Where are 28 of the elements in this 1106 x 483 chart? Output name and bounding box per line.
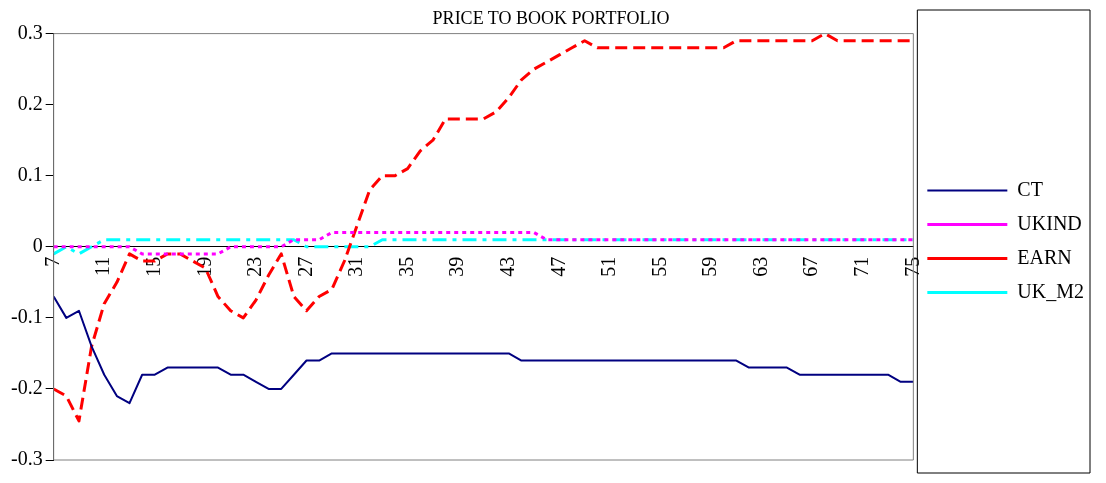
y-tick-label: 0.1 (17, 162, 43, 185)
x-tick-label: 7 (40, 256, 63, 267)
y-tick-label: -0.3 (10, 447, 43, 470)
y-tick-label: -0.2 (10, 376, 43, 399)
x-tick-label: 75 (900, 256, 923, 277)
x-tick-label: 39 (445, 256, 468, 277)
legend-label: UK_M2 (1017, 279, 1084, 302)
x-tick-label: 63 (748, 256, 771, 277)
x-tick-label: 71 (850, 256, 873, 277)
x-tick-label: 59 (698, 256, 721, 277)
x-tick-label: 55 (647, 256, 670, 277)
x-tick-label: 47 (546, 256, 569, 277)
legend-label: CT (1017, 177, 1043, 200)
chart-title: PRICE TO BOOK PORTFOLIO (432, 7, 670, 28)
x-tick-label: 43 (496, 256, 519, 277)
x-tick-label: 23 (243, 256, 266, 277)
x-tick-label: 11 (91, 256, 114, 277)
legend-label: UKIND (1017, 211, 1082, 234)
x-tick-label: 31 (344, 256, 367, 277)
y-tick-label: 0.2 (17, 91, 43, 114)
y-tick-label: -0.1 (10, 305, 43, 328)
x-tick-label: 27 (293, 256, 316, 277)
legend-label: EARN (1017, 245, 1072, 268)
x-tick-label: 67 (799, 256, 822, 277)
y-tick-label: 0 (32, 234, 43, 257)
x-tick-label: 35 (394, 256, 417, 277)
x-tick-label: 51 (597, 256, 620, 277)
y-tick-label: 0.3 (17, 20, 43, 43)
